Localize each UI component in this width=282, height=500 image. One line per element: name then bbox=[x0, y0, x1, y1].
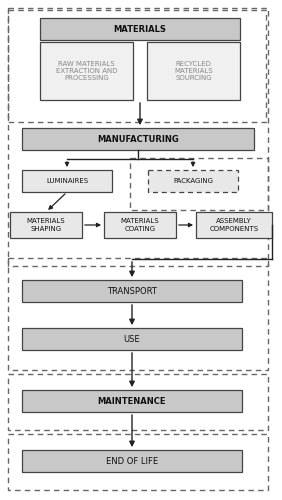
Text: RECYCLED
MATERIALS
SOURCING: RECYCLED MATERIALS SOURCING bbox=[174, 60, 213, 82]
Text: MATERIALS
COATING: MATERIALS COATING bbox=[121, 218, 159, 232]
Bar bbox=[22, 170, 112, 192]
Text: LUMINAIRES: LUMINAIRES bbox=[46, 178, 88, 184]
Bar bbox=[8, 374, 268, 430]
Bar bbox=[8, 8, 268, 266]
Bar bbox=[22, 280, 242, 302]
Bar bbox=[8, 258, 268, 370]
Text: MATERIALS: MATERIALS bbox=[114, 24, 166, 34]
Text: ASSEMBLY
COMPONENTS: ASSEMBLY COMPONENTS bbox=[210, 218, 259, 232]
Bar bbox=[148, 170, 238, 192]
Text: TRANSPORT: TRANSPORT bbox=[107, 286, 157, 296]
Text: USE: USE bbox=[124, 334, 140, 344]
Bar bbox=[22, 390, 242, 412]
Bar bbox=[147, 42, 240, 100]
Bar bbox=[196, 212, 272, 238]
Bar bbox=[40, 42, 133, 100]
Text: END OF LIFE: END OF LIFE bbox=[106, 456, 158, 466]
Bar bbox=[8, 10, 266, 122]
Bar bbox=[10, 212, 82, 238]
Text: MATERIALS
SHAPING: MATERIALS SHAPING bbox=[27, 218, 65, 232]
Text: PACKAGING: PACKAGING bbox=[173, 178, 213, 184]
Bar bbox=[8, 434, 268, 490]
Bar bbox=[130, 158, 268, 210]
Text: RAW MATERIALS
EXTRACTION AND
PROCESSING: RAW MATERIALS EXTRACTION AND PROCESSING bbox=[56, 60, 117, 82]
Bar bbox=[22, 450, 242, 472]
Bar bbox=[40, 18, 240, 40]
Bar bbox=[22, 328, 242, 350]
Bar bbox=[104, 212, 176, 238]
Text: MAINTENANCE: MAINTENANCE bbox=[98, 396, 166, 406]
Bar bbox=[22, 128, 254, 150]
Text: MANUFACTURING: MANUFACTURING bbox=[97, 134, 179, 143]
